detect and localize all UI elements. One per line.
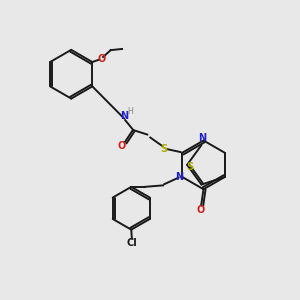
Text: S: S xyxy=(160,144,167,154)
Text: H: H xyxy=(128,107,134,116)
Text: O: O xyxy=(97,54,105,64)
Text: N: N xyxy=(120,111,128,121)
Text: O: O xyxy=(197,205,205,215)
Text: N: N xyxy=(175,172,183,182)
Text: N: N xyxy=(198,133,206,143)
Text: O: O xyxy=(118,141,126,151)
Text: S: S xyxy=(187,162,194,172)
Text: Cl: Cl xyxy=(127,238,137,248)
